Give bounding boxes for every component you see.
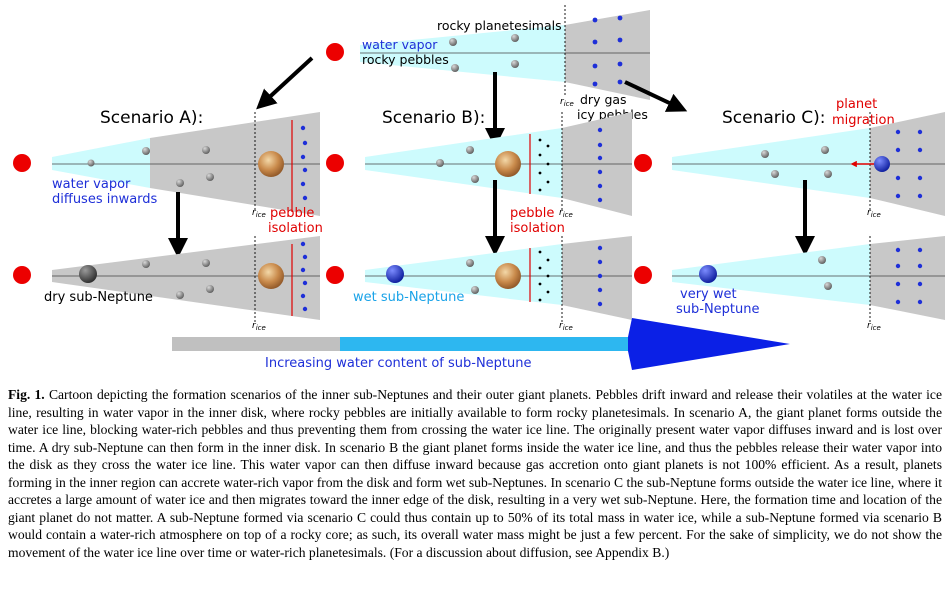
formation-scenarios-figure: rocky planetesimals water vapor rocky pe… [13, 5, 945, 371]
scenario-b-ice-line-label: rice [559, 208, 573, 219]
scenario-c-lower-disk [634, 236, 945, 322]
water-vapor-diffuses-label-line2: diffuses inwards [52, 192, 158, 207]
water-content-bar-label: Increasing water content of sub-Neptune [265, 356, 532, 371]
planet-migration-label: planet [836, 97, 877, 112]
scenario-c-upper-disk [634, 112, 945, 216]
top-disk [326, 5, 650, 100]
scenario-a-pebble-isolation-label: pebble [270, 206, 314, 221]
scenario-a-ice-line-label: rice [252, 208, 266, 219]
scenario-a-upper-disk [13, 112, 320, 216]
planet-migration-label-line2: migration [832, 113, 895, 128]
scenario-b-pebble-isolation-label: pebble [510, 206, 554, 221]
very-wet-sub-neptune-planet [699, 265, 717, 283]
scenario-c-ice-line-label: rice [867, 208, 881, 219]
scenario-a-lower-ice-line-label: rice [252, 321, 266, 332]
star [634, 266, 652, 284]
wet-sub-neptune-planet [386, 265, 404, 283]
arrow-to-scenario-c [624, 80, 688, 112]
top-label-rocky-pebbles: rocky pebbles [362, 52, 449, 67]
top-label-dry-gas: dry gas [580, 92, 627, 107]
scenario-b-lower-disk [326, 236, 632, 322]
water-vapor-diffuses-label: water vapor [52, 177, 131, 192]
caption-text: Cartoon depicting the formation scenario… [8, 387, 942, 560]
dry-sub-neptune-planet [79, 265, 97, 283]
star [634, 154, 652, 172]
wet-sub-neptune-label: wet sub-Neptune [353, 290, 464, 305]
scenario-a-lower-disk [13, 236, 320, 322]
water-content-arrowhead [628, 318, 790, 370]
scenario-b-pebble-isolation-label-line2: isolation [510, 221, 565, 236]
giant-planet [495, 151, 521, 177]
water-content-bar [172, 318, 790, 370]
figure-caption: Fig. 1. Cartoon depicting the formation … [8, 386, 942, 561]
top-label-water-vapor: water vapor [362, 37, 438, 52]
scenario-b-upper-disk [326, 112, 632, 216]
scenario-a-pebble-isolation-label-line2: isolation [268, 221, 323, 236]
star [326, 266, 344, 284]
star [13, 266, 31, 284]
scenario-b-title: Scenario B): [382, 108, 485, 128]
top-ice-line-label: rice [560, 97, 574, 108]
top-star [326, 43, 344, 61]
scenario-c-lower-ice-line-label: rice [867, 321, 881, 332]
arrow-to-scenario-a [256, 56, 314, 110]
scenario-c-title: Scenario C): [722, 108, 826, 128]
scenario-a-title: Scenario A): [100, 108, 203, 128]
star [326, 154, 344, 172]
very-wet-sub-neptune-label-line2: sub-Neptune [676, 302, 760, 317]
caption-label: Fig. 1. [8, 387, 45, 402]
migrating-sub-neptune [874, 156, 890, 172]
giant-planet [258, 151, 284, 177]
top-disk-gray-region [565, 10, 650, 100]
star [13, 154, 31, 172]
scenario-b-lower-ice-line-label: rice [559, 321, 573, 332]
very-wet-sub-neptune-label: very wet [680, 287, 737, 302]
dry-sub-neptune-label: dry sub-Neptune [44, 290, 153, 305]
top-label-rocky-planetesimals: rocky planetesimals [437, 18, 562, 33]
